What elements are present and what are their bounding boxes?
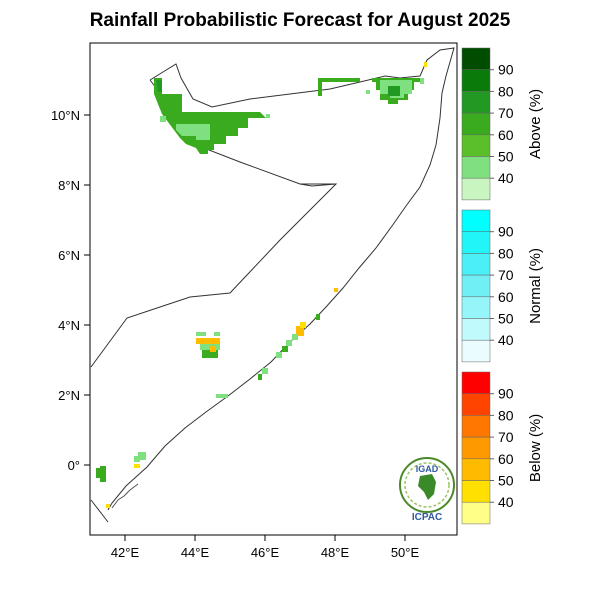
forecast-above-northwest	[154, 78, 270, 154]
border-somaliland	[299, 183, 337, 187]
legend-normal-level: 70	[498, 267, 514, 283]
lat-label-0: 0°	[68, 458, 80, 473]
lon-label-50: 50°E	[391, 545, 420, 560]
map-frame	[89, 42, 458, 536]
lat-label-2: 2°N	[58, 388, 80, 403]
legend-normal-level: 60	[498, 289, 514, 305]
legend-normal-swatch	[461, 274, 491, 298]
legend-above-swatch	[461, 69, 491, 92]
legend-below-level: 40	[498, 494, 514, 510]
legend-normal-swatch	[461, 231, 491, 254]
legend-below-level: 50	[498, 473, 514, 489]
legend-below: 90 80 70 60 50 40 Below (%)	[461, 371, 544, 525]
lon-label-44: 44°E	[181, 545, 210, 560]
lat-label-6: 6°N	[58, 248, 80, 263]
legend-below-swatch	[461, 415, 491, 438]
legend-below-swatch	[461, 458, 491, 481]
forecast-coastal	[258, 288, 338, 380]
lon-label-46: 46°E	[251, 545, 280, 560]
legend-below-swatch	[461, 371, 491, 394]
legend-normal-level: 90	[498, 224, 514, 240]
lat-label-10: 10°N	[51, 108, 80, 123]
forecast-central	[196, 332, 228, 398]
legend-above-level: 90	[498, 62, 514, 78]
legend-normal-title: Normal (%)	[527, 248, 544, 324]
legend-normal: 90 80 70 60 50 40 Normal (%)	[461, 209, 544, 363]
logo-top-text: IGAD	[416, 464, 439, 474]
legend-above-swatch	[461, 177, 491, 201]
legend-below-swatch	[461, 501, 491, 525]
lat-label-8: 8°N	[58, 178, 80, 193]
legend-above-level: 70	[498, 105, 514, 121]
legend-above-swatch	[461, 47, 491, 70]
lon-label-42: 42°E	[111, 545, 140, 560]
logo-bottom-text: ICPAC	[412, 512, 442, 523]
legend-above-title: Above (%)	[527, 89, 544, 159]
legend-normal-level: 50	[498, 311, 514, 327]
lon-labels: 42°E 44°E 46°E 48°E 50°E	[111, 545, 420, 560]
legend-above-swatch	[461, 134, 491, 157]
lat-label-4: 4°N	[58, 318, 80, 333]
legend-above-swatch	[461, 91, 491, 114]
coast-scribble	[111, 483, 139, 509]
lon-label-48: 48°E	[321, 545, 350, 560]
legend-normal-swatch	[461, 296, 491, 319]
legend-below-swatch	[461, 480, 491, 503]
legend-normal-swatch	[461, 253, 491, 276]
legend-normal-swatch	[461, 318, 491, 341]
legend-below-title: Below (%)	[527, 414, 544, 482]
lat-labels: 10°N 8°N 6°N 4°N 2°N 0°	[51, 108, 80, 473]
coastline	[107, 47, 455, 511]
legend-above-swatch	[461, 156, 491, 179]
legend-normal-level: 80	[498, 245, 514, 261]
legend-below-level: 60	[498, 451, 514, 467]
border-south	[90, 499, 109, 523]
legend-above-swatch	[461, 112, 491, 136]
legend-normal-level: 40	[498, 332, 514, 348]
lat-ticks	[84, 114, 90, 466]
legend-below-level: 70	[498, 429, 514, 445]
legend-normal-swatch	[461, 209, 491, 232]
africa-icon	[418, 474, 436, 500]
forecast-south	[96, 452, 146, 508]
chart-title: Rainfall Probabilistic Forecast for Augu…	[89, 10, 511, 31]
lon-ticks	[124, 535, 406, 541]
legend-above-level: 50	[498, 149, 514, 165]
legend-above-level: 80	[498, 83, 514, 99]
legend-below-swatch	[461, 436, 491, 460]
legend-below-level: 80	[498, 407, 514, 423]
legend-above-level: 60	[498, 127, 514, 143]
igad-icpac-logo: IGAD ICPAC	[399, 457, 455, 523]
legend-below-level: 90	[498, 386, 514, 402]
legend-below-swatch	[461, 393, 491, 416]
legend-normal-swatch	[461, 339, 491, 363]
legend-container: 90 80 70 60 50 40 Above (%) 90 80 70 60 50 40 Normal …	[461, 47, 544, 525]
forecast-above-northeast	[318, 62, 427, 104]
legend-above: 90 80 70 60 50 40 Above (%)	[461, 47, 544, 201]
legend-above-level: 40	[498, 170, 514, 186]
